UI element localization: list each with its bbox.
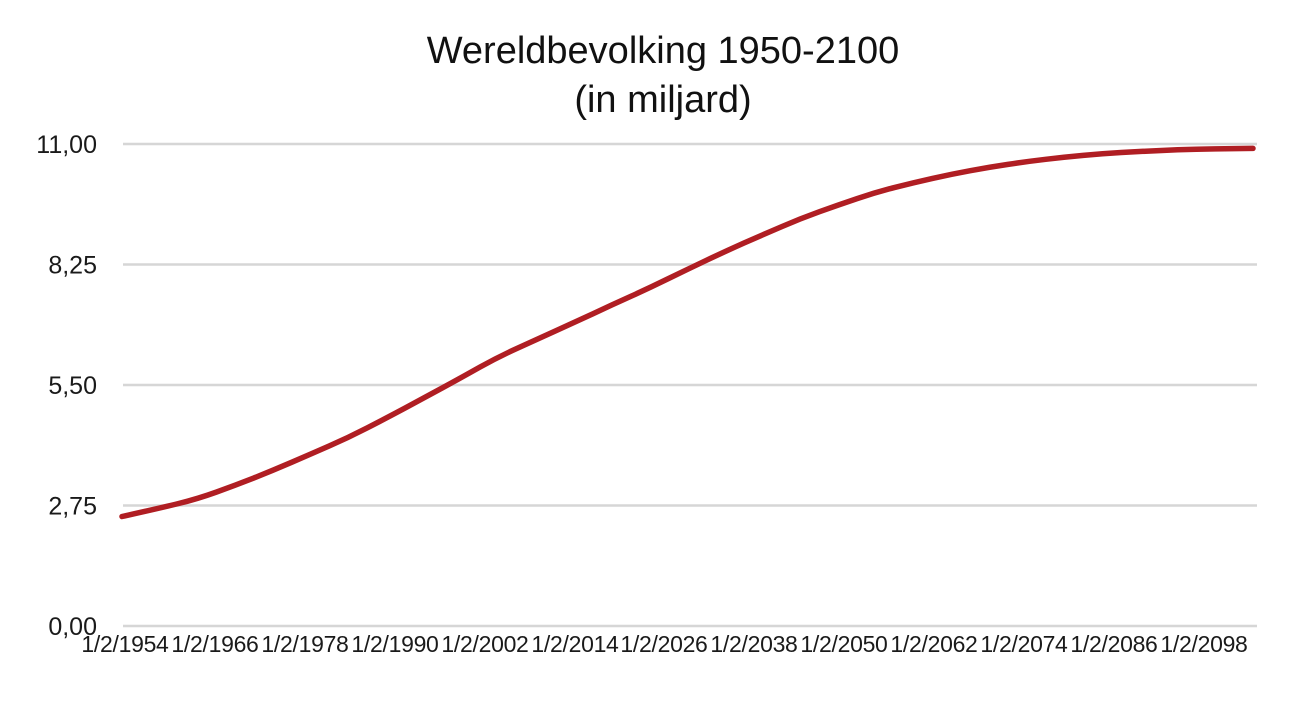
x-tick-10: 1/2/2074 — [980, 631, 1068, 657]
chart-title-line2: (in miljard) — [574, 79, 751, 121]
x-tick-7: 1/2/2038 — [710, 631, 797, 657]
x-tick-3: 1/2/1990 — [351, 631, 438, 657]
x-tick-2: 1/2/1978 — [261, 631, 348, 657]
population-line — [119, 145, 1256, 520]
y-tick-2: 5,50 — [48, 372, 97, 400]
x-tick-5: 1/2/2014 — [531, 631, 619, 657]
x-tick-8: 1/2/2050 — [800, 631, 887, 657]
x-tick-9: 1/2/2062 — [890, 631, 977, 657]
horizontal-gridlines — [123, 142, 1257, 628]
y-tick-0: 0,00 — [48, 613, 97, 641]
y-axis-labels: 0,00 2,75 5,50 8,25 11,00 — [36, 131, 97, 641]
x-tick-12: 1/2/2098 — [1160, 631, 1247, 657]
x-tick-6: 1/2/2026 — [620, 631, 707, 657]
x-tick-1: 1/2/1966 — [171, 631, 258, 657]
chart-title: Wereldbevolking 1950-2100 (in miljard) — [427, 30, 900, 121]
y-tick-1: 2,75 — [48, 493, 97, 521]
chart-title-line1: Wereldbevolking 1950-2100 — [427, 30, 900, 72]
x-tick-11: 1/2/2086 — [1070, 631, 1157, 657]
x-axis-labels: 1/2/1954 1/2/1966 1/2/1978 1/2/1990 1/2/… — [81, 631, 1247, 657]
x-tick-0: 1/2/1954 — [81, 631, 169, 657]
y-tick-3: 8,25 — [48, 252, 97, 280]
y-tick-4: 11,00 — [36, 131, 97, 159]
x-tick-4: 1/2/2002 — [441, 631, 528, 657]
